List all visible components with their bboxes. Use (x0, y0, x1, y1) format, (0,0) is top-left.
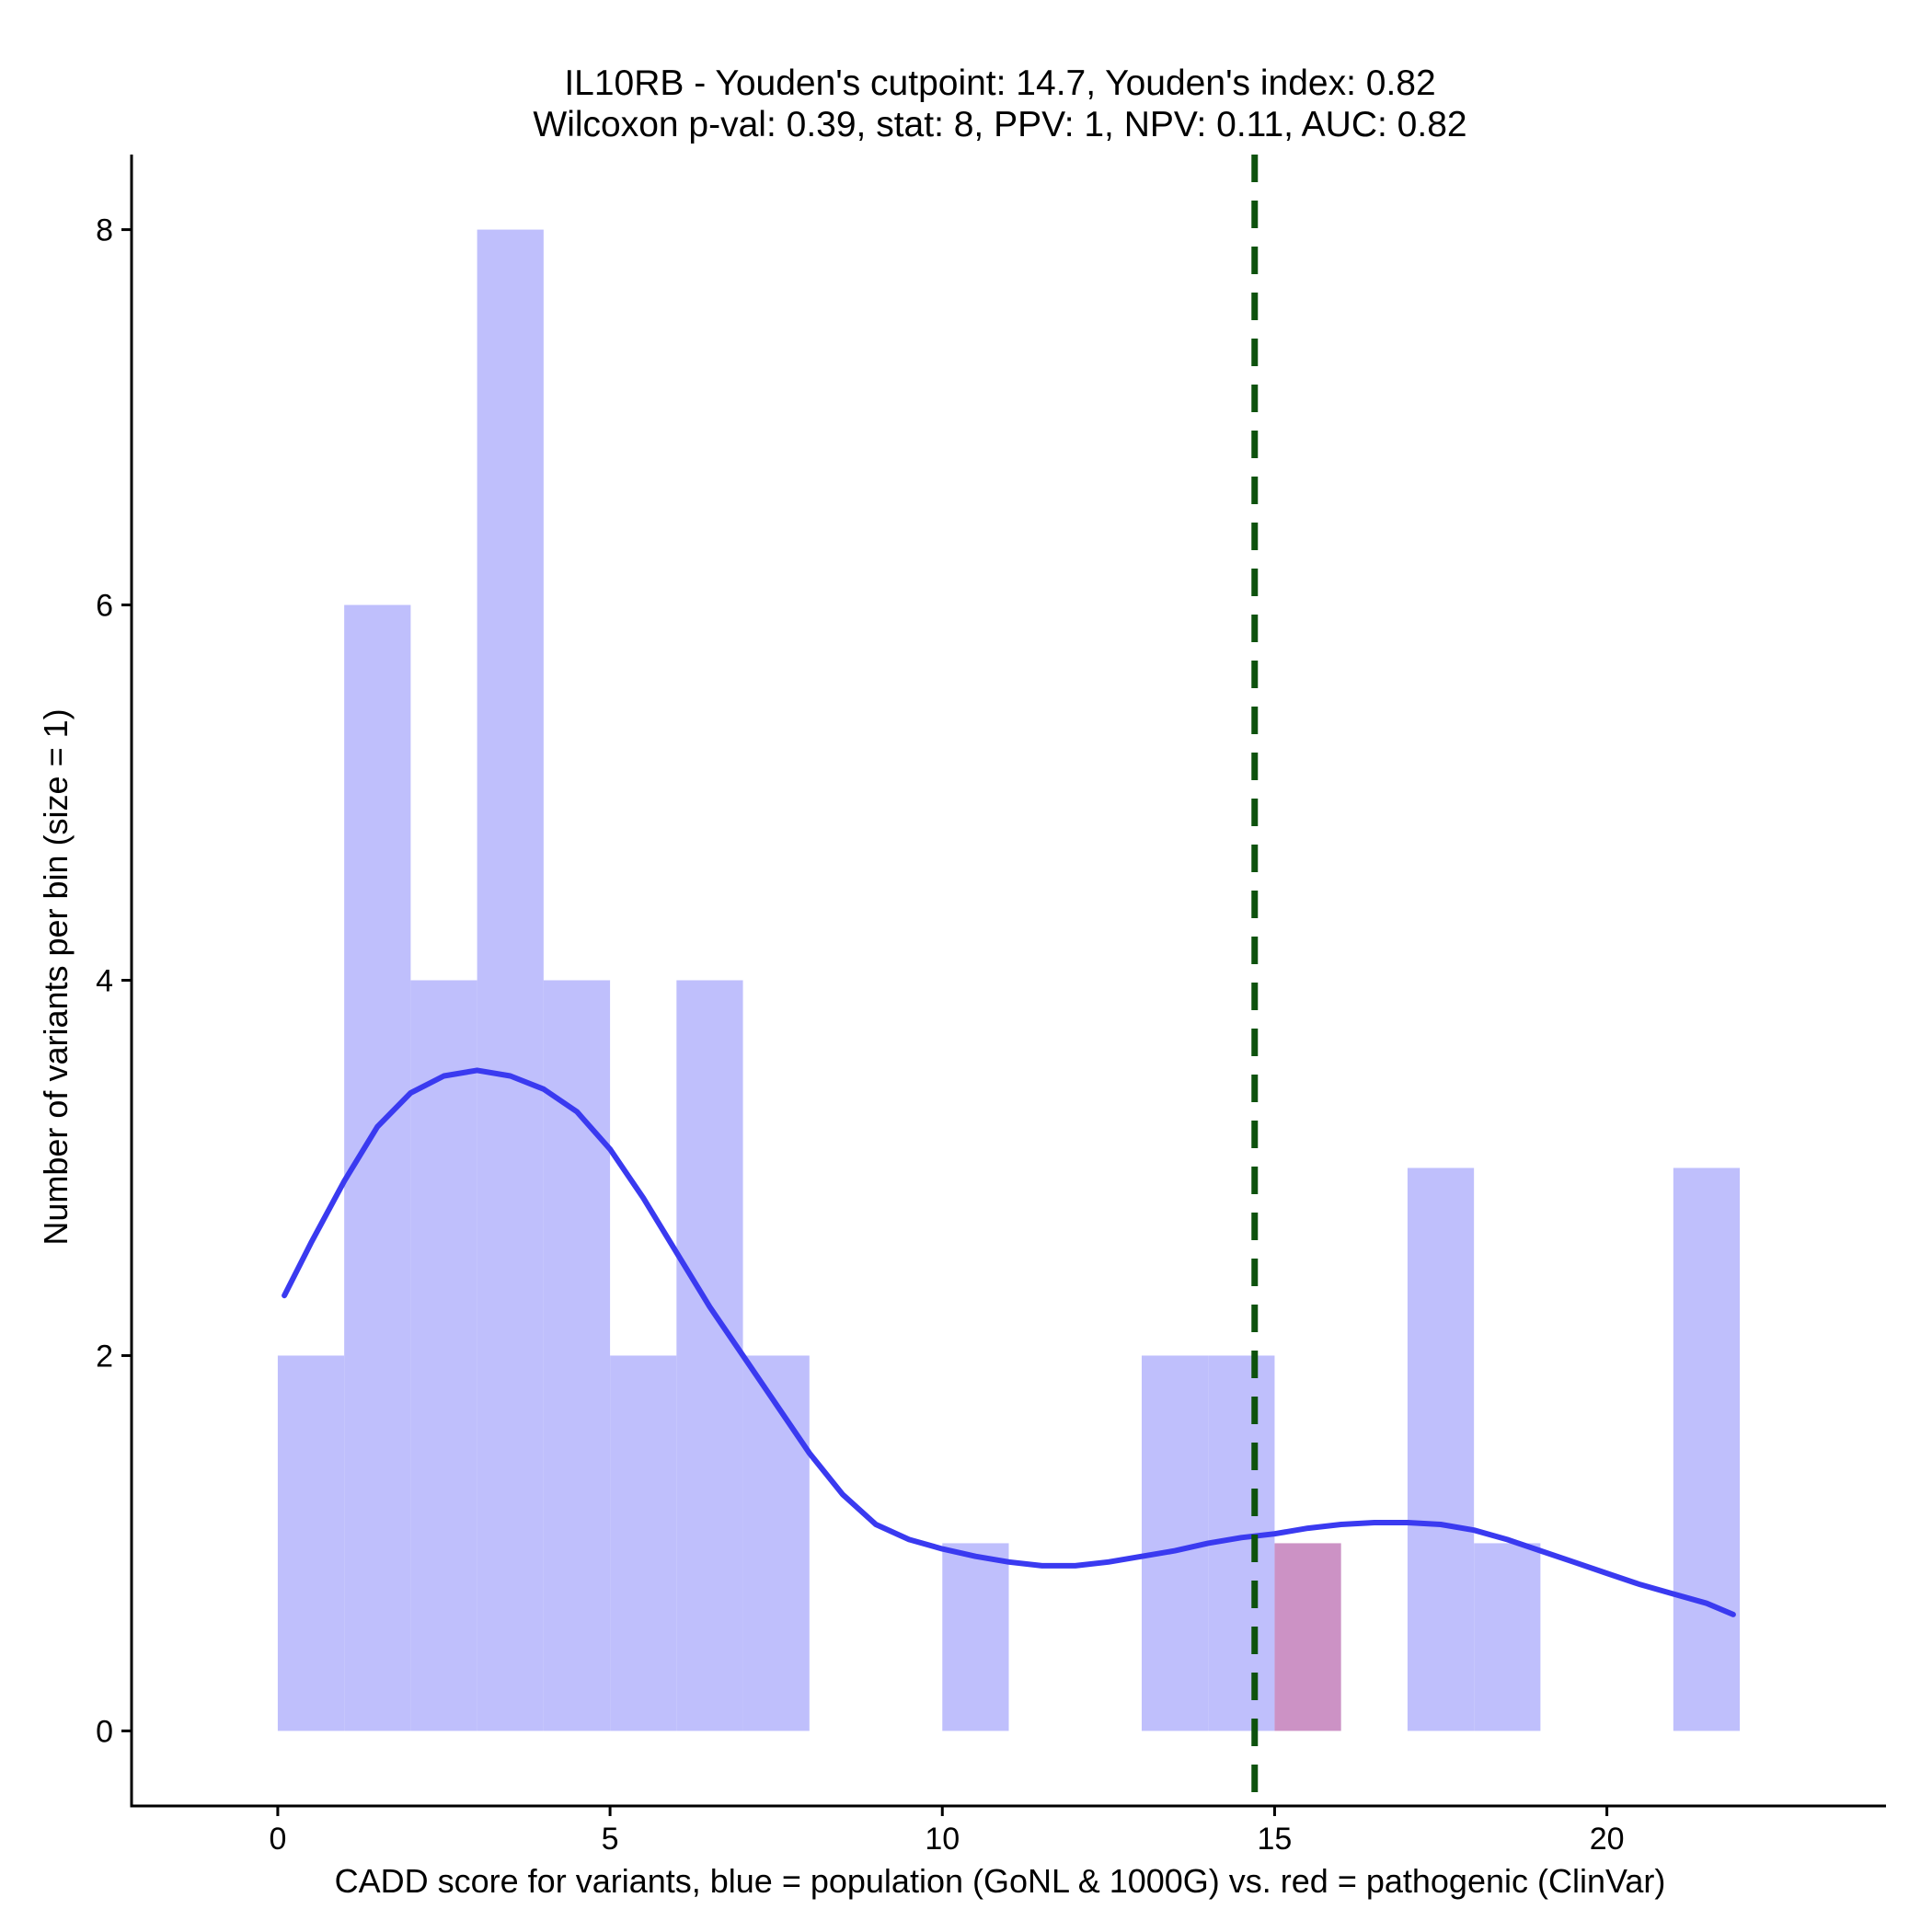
population-bar-21-22 (1673, 1167, 1741, 1731)
x-tick-label-10: 10 (925, 1822, 960, 1857)
population-bar-2-3 (410, 980, 477, 1731)
y-tick-label-0: 0 (96, 1714, 113, 1749)
pathogenic-bar-15-16 (1274, 1543, 1341, 1731)
population-bar-10-11 (942, 1543, 1009, 1731)
population-bar-5-6 (610, 1355, 677, 1731)
population-bar-18-19 (1474, 1543, 1541, 1731)
population-bar-4-5 (543, 980, 611, 1731)
x-tick-label-0: 0 (269, 1822, 286, 1857)
y-tick-label-6: 6 (96, 589, 113, 624)
population-bar-17-18 (1407, 1167, 1475, 1731)
y-tick-label-4: 4 (96, 964, 113, 999)
x-axis-label: CADD score for variants, blue = populati… (335, 1862, 1666, 1900)
population-bar-7-8 (742, 1355, 810, 1731)
chart-title: IL10RB - Youden's cutpoint: 14.7, Youden… (564, 63, 1435, 103)
x-tick-label-15: 15 (1258, 1822, 1293, 1857)
y-tick-label-8: 8 (96, 213, 113, 248)
x-tick-label-5: 5 (602, 1822, 619, 1857)
density-curve-line (282, 1067, 1736, 1617)
chart-subtitle: Wilcoxon p-val: 0.39, stat: 8, PPV: 1, N… (533, 105, 1466, 144)
population-bar-3-4 (477, 229, 544, 1731)
bars-layer (277, 229, 1741, 1731)
axes-layer: 0 5 10 15 20 0 2 4 6 8 (96, 155, 1886, 1857)
population-bar-6-7 (676, 980, 743, 1731)
y-tick-label-2: 2 (96, 1339, 113, 1374)
density-curve-layer (282, 1067, 1736, 1617)
y-axis-label: Number of variants per bin (size = 1) (37, 708, 75, 1245)
population-bar-0-1 (277, 1355, 345, 1731)
x-tick-label-20: 20 (1590, 1822, 1625, 1857)
